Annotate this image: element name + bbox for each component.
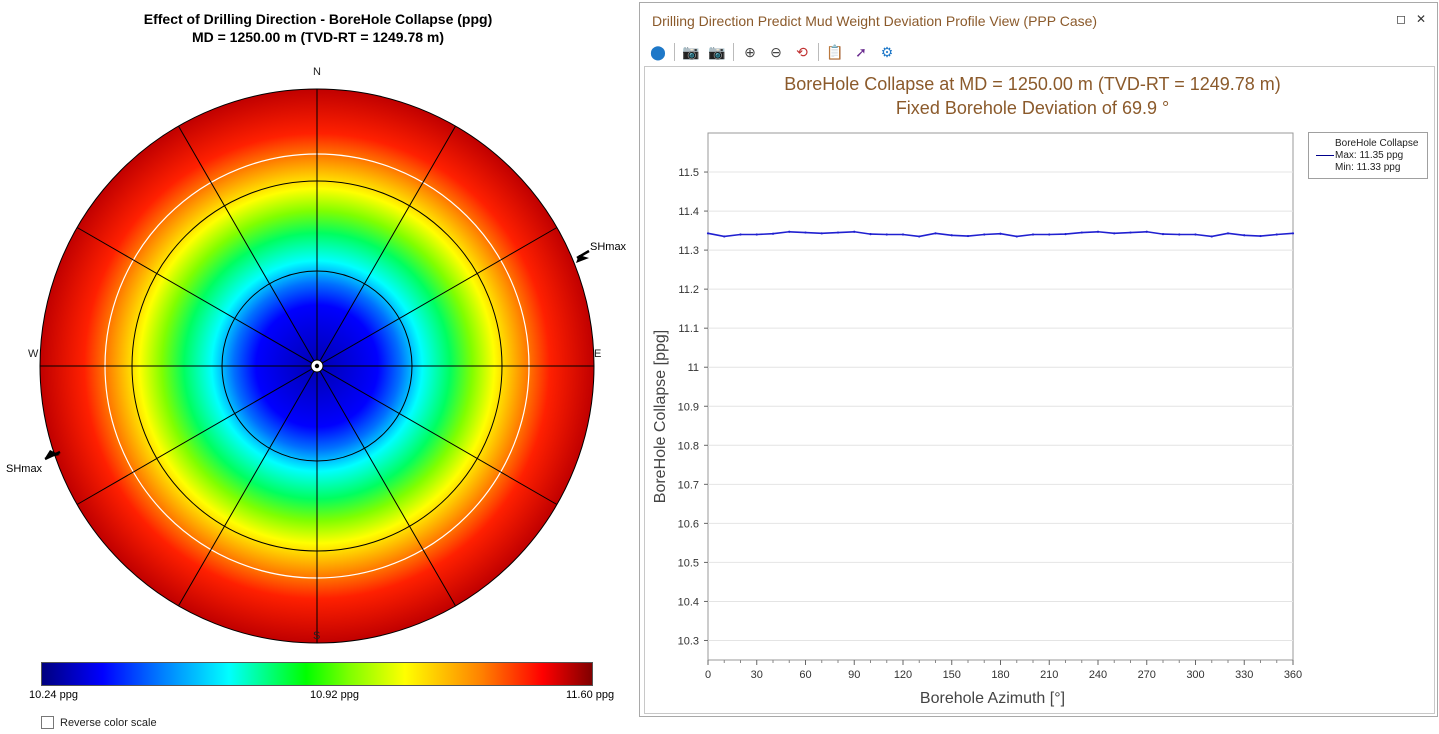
polar-title-line1: Effect of Drilling Direction - BoreHole … [143,11,493,27]
polar-plot [39,88,595,644]
compass-south: S [313,630,321,642]
colorbar-min-label: 10.24 ppg [29,689,78,701]
compass-east: E [594,348,602,360]
panel-header: Drilling Direction Predict Mud Weight De… [640,3,1437,37]
toolbar-separator [818,43,819,61]
map-pin-icon[interactable]: ⬤ [650,43,666,60]
reverse-color-scale-label: Reverse color scale [60,716,157,729]
shmax-label-right: SHmax [590,241,627,253]
zoom-reset-icon[interactable]: ⟲ [796,43,808,60]
compass-north: N [313,66,321,78]
checkbox-box[interactable] [41,716,54,729]
deviation-profile-panel: Drilling Direction Predict Mud Weight De… [639,2,1438,717]
shmax-arrow-left-shaft [44,450,61,461]
export-icon[interactable]: ➚ [855,43,867,60]
toolbar-separator [733,43,734,61]
reverse-color-scale-checkbox[interactable]: Reverse color scale [41,716,157,729]
zoom-out-icon[interactable]: ⊖ [770,43,782,60]
maximize-icon[interactable]: ◻ [1396,12,1406,26]
toolbar-separator [674,43,675,61]
color-scale-bar [41,662,593,686]
panel-title: Drilling Direction Predict Mud Weight De… [652,13,1098,29]
legend-max: Max: 11.35 ppg [1335,150,1404,161]
legend-header: BoreHole Collapse [1335,138,1419,149]
legend-min: Min: 11.33 ppg [1335,162,1401,173]
close-icon[interactable]: ✕ [1416,12,1427,26]
chart-toolbar: ⬤ 📷 📷 ⊕ ⊖ ⟲ 📋 ➚ ⚙ [648,41,897,63]
clipboard-icon[interactable]: 📋 [826,43,844,60]
chart-legend: BoreHole Collapse Max: 11.35 ppg Min: 11… [1308,132,1428,179]
shmax-arrow-right-shaft [576,249,590,260]
polar-view: Effect of Drilling Direction - BoreHole … [0,0,636,734]
settings-icon[interactable]: ⚙ [880,43,894,60]
polar-center-dot [314,363,320,369]
legend-line-swatch [1316,155,1334,156]
polar-title-line2: MD = 1250.00 m (TVD-RT = 1249.78 m) [191,29,445,45]
camera-icon[interactable]: 📷 [682,43,700,60]
colorbar-mid-label: 10.92 ppg [310,689,359,701]
compass-west: W [28,348,39,360]
shmax-label-left: SHmax [6,463,43,475]
colorbar-max-label: 11.60 ppg [566,689,615,701]
camera-copy-icon[interactable]: 📷 [708,43,726,60]
zoom-in-icon[interactable]: ⊕ [744,43,756,60]
